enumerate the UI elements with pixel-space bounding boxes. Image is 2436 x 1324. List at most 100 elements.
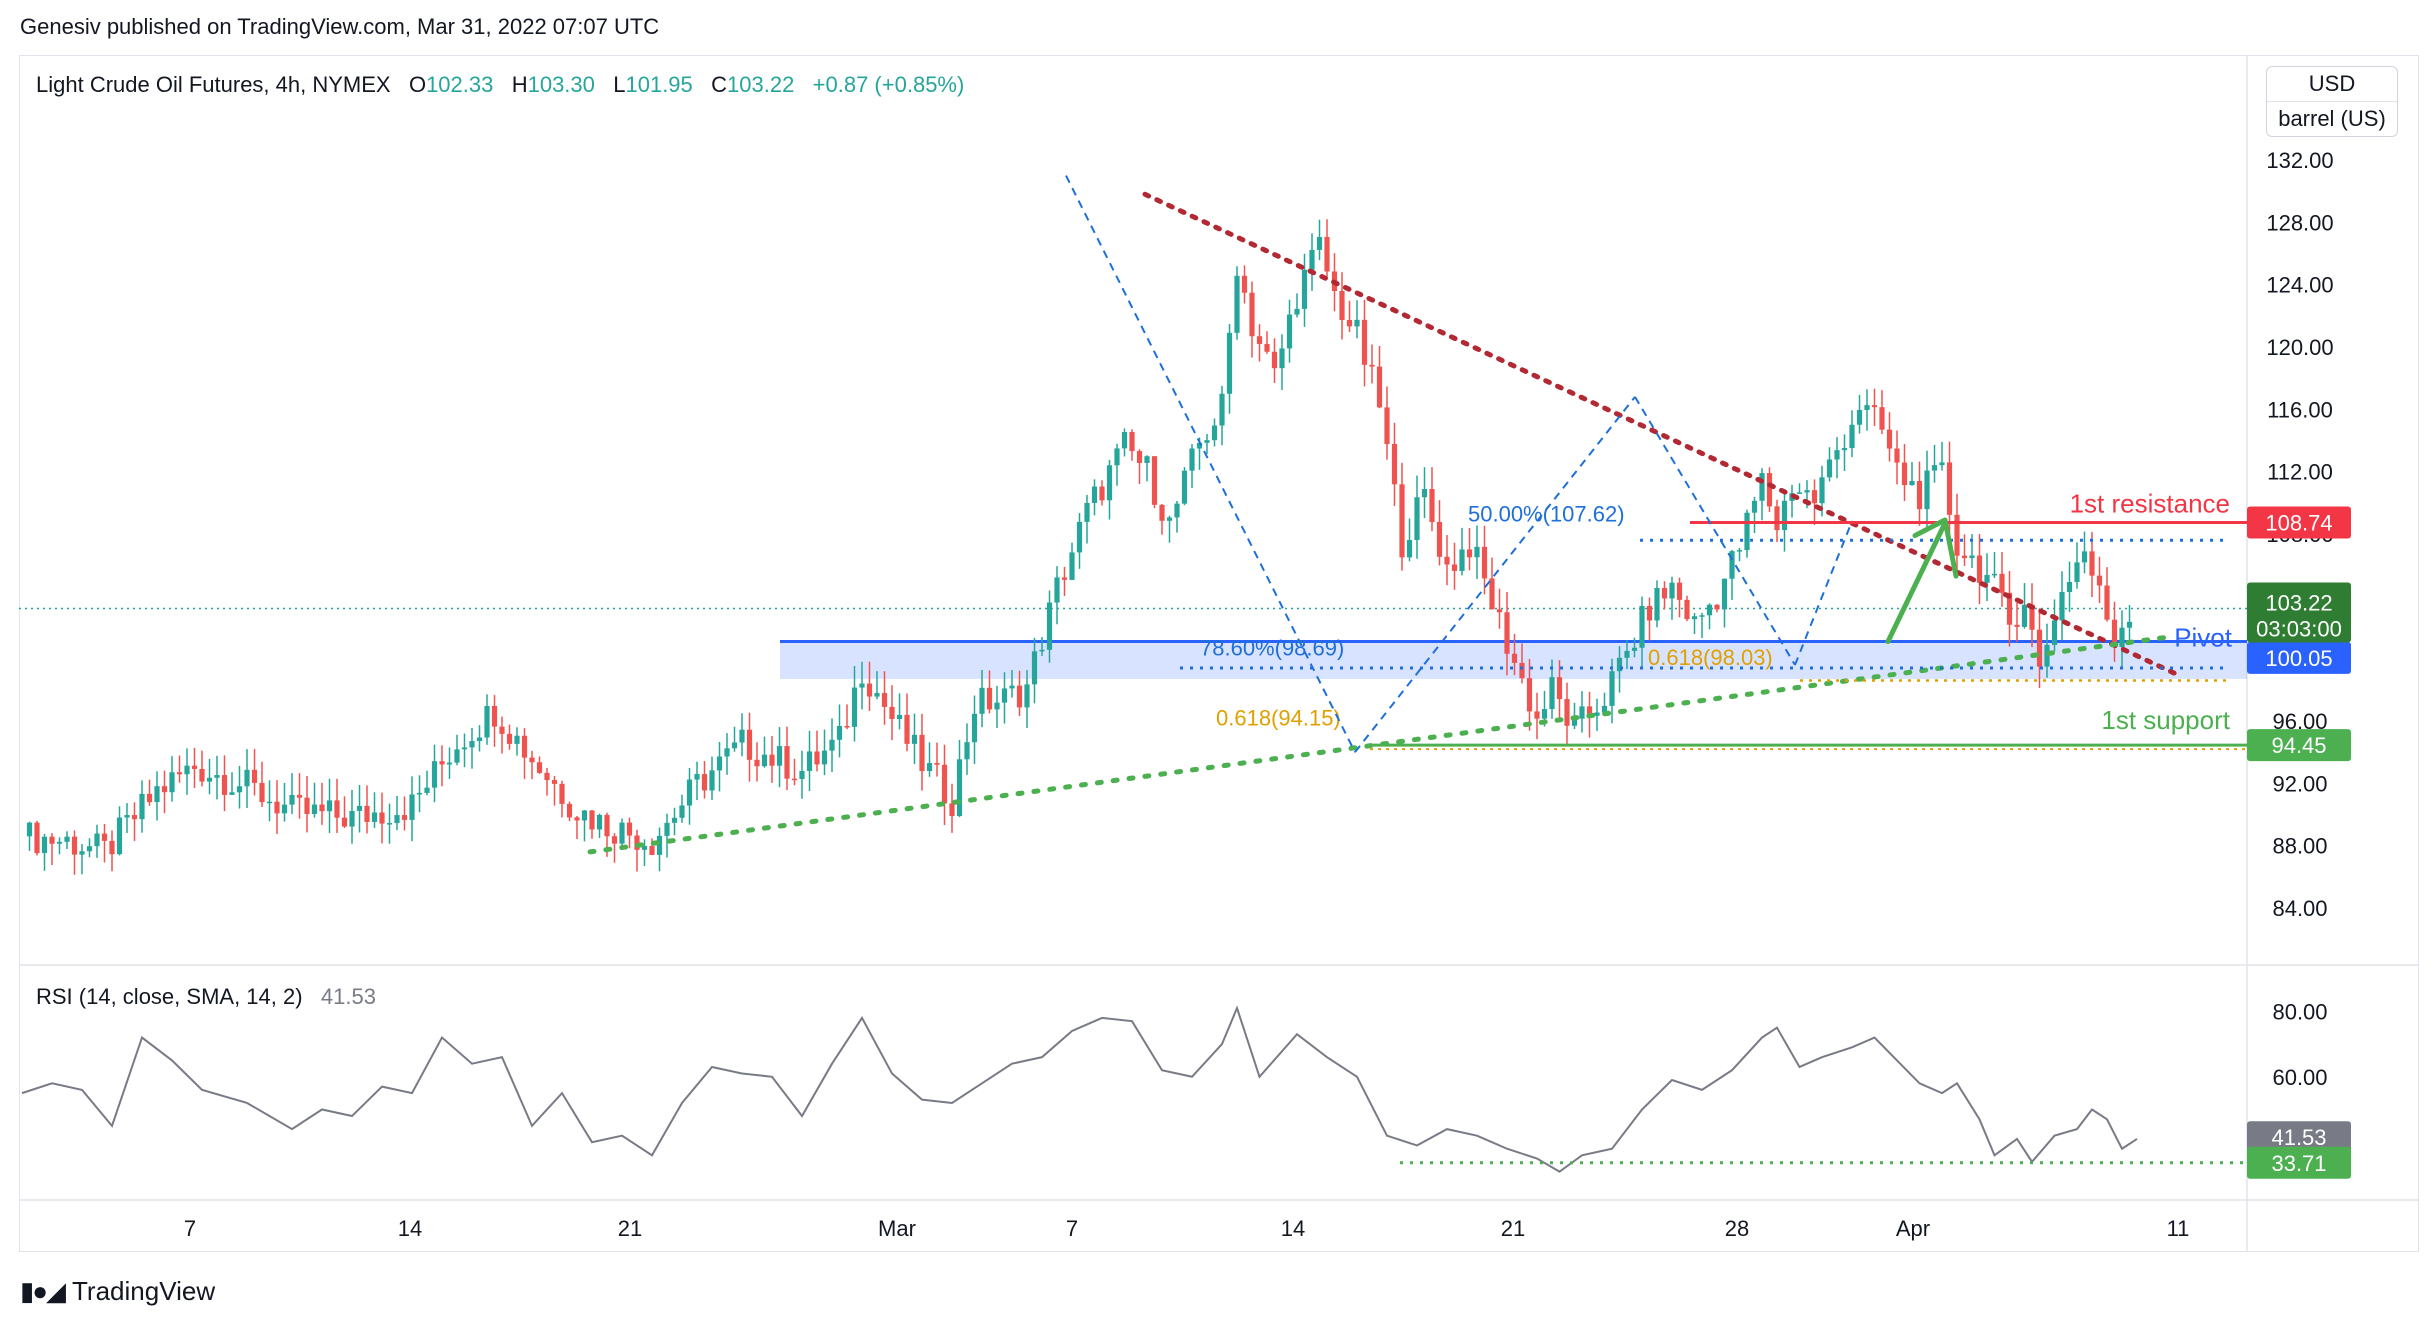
candle-body xyxy=(1211,425,1218,441)
candle-body xyxy=(1871,405,1878,408)
candle-body xyxy=(1196,442,1203,449)
candle-body xyxy=(1766,473,1773,507)
fib-50-label: 50.00%(107.62) xyxy=(1468,502,1625,527)
candle-body xyxy=(191,765,198,769)
candle-body xyxy=(926,763,933,772)
candle-body xyxy=(1781,500,1788,531)
candle-body xyxy=(1264,343,1270,352)
candle-body xyxy=(1939,462,1945,466)
candle-body xyxy=(529,757,535,763)
candle-body xyxy=(761,754,768,767)
candle-body xyxy=(116,817,123,855)
candle-body xyxy=(1024,684,1030,708)
projection-arrow-head xyxy=(1912,517,1959,579)
candle-body xyxy=(611,836,618,844)
candle-body xyxy=(574,817,580,821)
candle-body xyxy=(454,749,460,763)
change-value: +0.87 (+0.85%) xyxy=(812,72,965,97)
y-tick-label: 88.00 xyxy=(2272,834,2327,859)
currency-label[interactable]: USD xyxy=(2308,71,2356,96)
projection-arrow-shaft xyxy=(1885,520,1948,645)
candle-body xyxy=(1601,705,1608,713)
candle-body xyxy=(679,805,685,818)
candle-body xyxy=(844,725,850,728)
unit-selector[interactable]: USD barrel (US) xyxy=(2266,66,2398,137)
candle-body xyxy=(2081,551,2088,563)
candle-body xyxy=(1661,587,1668,599)
candle-body xyxy=(1609,671,1615,706)
publisher-line: Genesiv published on TradingView.com, Ma… xyxy=(20,14,660,39)
candle-body xyxy=(161,786,168,793)
candle-body xyxy=(1706,604,1713,616)
candle-body xyxy=(281,804,288,814)
unit-label[interactable]: barrel (US) xyxy=(2267,101,2397,136)
candle-body xyxy=(1384,407,1390,444)
candle-body xyxy=(701,774,708,791)
candle-body xyxy=(229,792,235,795)
candle-body xyxy=(431,761,438,788)
rsi-label: RSI (14, close, SMA, 14, 2) xyxy=(36,984,303,1009)
x-tick-label: 21 xyxy=(1501,1216,1525,1241)
candle-body xyxy=(1361,319,1368,365)
candle-body xyxy=(1399,484,1405,558)
resistance-text: 1st resistance xyxy=(2070,488,2230,518)
candle-body xyxy=(1219,393,1225,426)
candle-body xyxy=(724,748,730,757)
candle-body xyxy=(1504,612,1510,654)
candle-body xyxy=(2036,629,2043,667)
candle-body xyxy=(694,774,700,780)
candle-body xyxy=(1001,688,1008,703)
candle-body xyxy=(371,812,378,822)
candle-body xyxy=(1114,448,1120,466)
candle-body xyxy=(491,705,498,727)
candle-body xyxy=(754,759,760,767)
candle-body xyxy=(589,810,595,830)
candle-body xyxy=(1286,314,1293,349)
candle-body xyxy=(2006,592,2013,625)
candle-body xyxy=(1624,650,1630,658)
candle-body xyxy=(1744,512,1750,551)
x-tick-label: 7 xyxy=(1066,1216,1078,1241)
candle-body xyxy=(34,822,40,854)
candle-body xyxy=(1406,540,1413,558)
candle-body xyxy=(1249,292,1255,337)
tradingview-logo[interactable]: ▮●◢ TradingView xyxy=(20,1276,215,1307)
candle-body xyxy=(184,765,190,775)
candle-body xyxy=(349,810,355,827)
candle-body xyxy=(1976,555,1983,583)
harmonic-leg xyxy=(1354,396,1636,753)
candle-body xyxy=(814,751,820,765)
rsi-support-label: 33.71 xyxy=(2271,1151,2326,1176)
candle-body xyxy=(1909,481,1915,486)
candle-body xyxy=(1451,564,1458,571)
candle-body xyxy=(1084,502,1090,522)
candle-body xyxy=(799,770,805,780)
candle-body xyxy=(49,836,55,844)
candle-body xyxy=(551,780,558,784)
candle-body xyxy=(2089,551,2095,576)
candle-body xyxy=(1849,424,1855,449)
candle-body xyxy=(1834,450,1840,460)
candle-body xyxy=(94,833,100,847)
candle-body xyxy=(379,812,385,824)
candle-body xyxy=(1916,481,1923,510)
fib-618-label-a: 0.618(94.15) xyxy=(1216,706,1341,731)
candle-body xyxy=(1106,465,1113,501)
candle-body xyxy=(1474,546,1480,558)
descending-trendline xyxy=(1142,191,2183,679)
candle-body xyxy=(1174,503,1180,518)
candle-body xyxy=(1999,573,2005,593)
rsi-value-badge xyxy=(2247,1121,2351,1154)
candle-body xyxy=(919,734,925,772)
candle-body xyxy=(1534,711,1540,719)
rsi-line xyxy=(21,1005,2138,1173)
candle-body xyxy=(401,815,408,820)
candle-body xyxy=(2096,575,2103,586)
candle-body xyxy=(124,815,130,818)
candle-body xyxy=(1774,506,1780,531)
candle-body xyxy=(1466,549,1473,558)
harmonic-leg xyxy=(1065,175,1356,753)
rsi-y-tick-label: 60.00 xyxy=(2272,1065,2327,1090)
candle-body xyxy=(514,735,520,744)
